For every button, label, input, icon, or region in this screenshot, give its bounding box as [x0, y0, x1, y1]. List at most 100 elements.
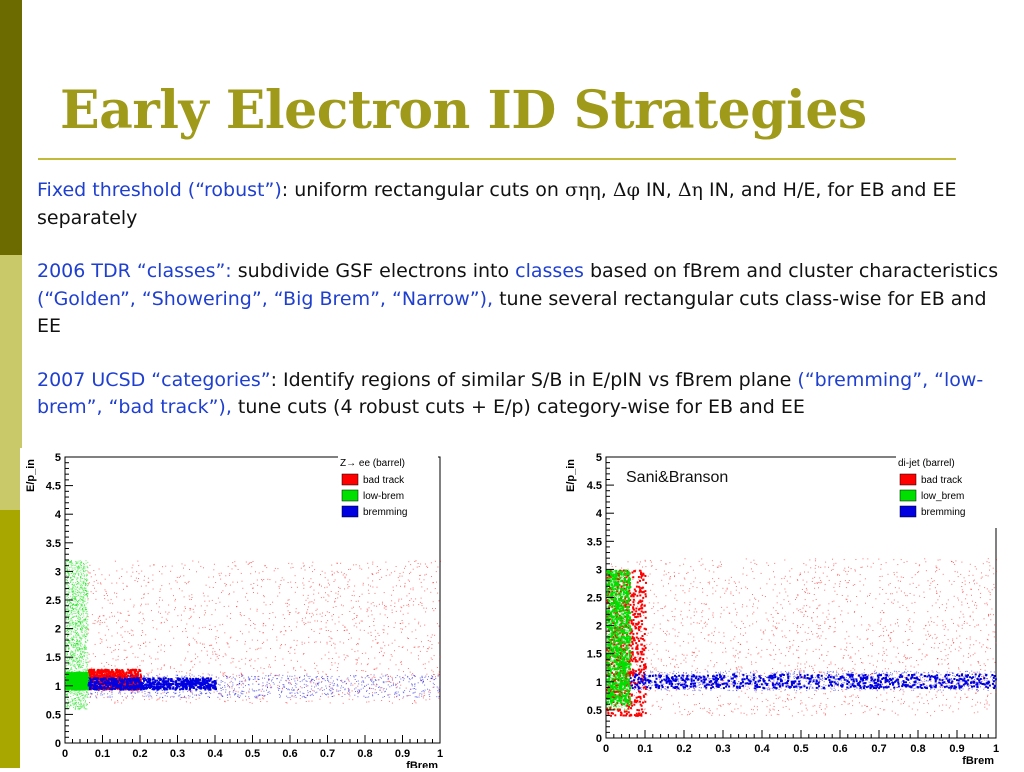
- data-point: [394, 639, 396, 641]
- data-point: [138, 573, 140, 575]
- data-point: [298, 612, 300, 614]
- data-point: [152, 579, 154, 581]
- data-point: [105, 689, 107, 691]
- data-point: [263, 698, 265, 700]
- data-point: [311, 629, 313, 631]
- data-point: [332, 691, 334, 693]
- data-point: [80, 701, 82, 703]
- data-point: [404, 567, 405, 569]
- data-point: [282, 614, 284, 616]
- data-point: [353, 613, 355, 614]
- data-point: [347, 581, 349, 583]
- data-point: [135, 577, 137, 579]
- data-point: [65, 666, 67, 668]
- data-point: [84, 598, 86, 600]
- data-point: [71, 691, 73, 693]
- data-point: [406, 604, 408, 606]
- data-point: [237, 601, 239, 603]
- data-point: [213, 563, 215, 565]
- data-point: [402, 697, 404, 699]
- data-point: [74, 692, 76, 694]
- data-point: [191, 597, 193, 598]
- data-point: [70, 680, 73, 683]
- data-point: [234, 561, 236, 563]
- data-point: [86, 631, 88, 633]
- data-point: [258, 689, 260, 691]
- data-point: [80, 577, 82, 579]
- data-point: [141, 570, 143, 572]
- data-point: [75, 587, 77, 589]
- data-point: [73, 652, 74, 654]
- data-point: [83, 697, 85, 699]
- data-point: [74, 704, 76, 706]
- data-point: [83, 592, 85, 594]
- data-point: [327, 676, 329, 678]
- data-point: [71, 701, 73, 703]
- data-point: [69, 601, 71, 603]
- data-point: [222, 672, 224, 674]
- data-point: [207, 673, 209, 675]
- data-point: [348, 680, 350, 682]
- data-point: [78, 660, 80, 662]
- data-point: [86, 615, 88, 617]
- data-point: [382, 655, 384, 657]
- data-point: [71, 584, 73, 586]
- data-point: [144, 699, 145, 701]
- data-point: [83, 679, 86, 682]
- data-point: [75, 622, 77, 624]
- data-point: [382, 629, 384, 631]
- data-point: [207, 690, 209, 692]
- data-point: [81, 706, 83, 708]
- data-point: [230, 662, 232, 664]
- data-point: [432, 671, 434, 673]
- data-point: [232, 682, 234, 684]
- data-point: [327, 620, 329, 622]
- data-point: [72, 590, 74, 592]
- data-point: [258, 695, 260, 696]
- data-point: [72, 660, 74, 662]
- data-point: [375, 679, 377, 681]
- data-point: [187, 651, 189, 653]
- data-point: [248, 696, 250, 698]
- data-point: [80, 561, 82, 563]
- data-point: [116, 632, 118, 634]
- data-point: [306, 674, 308, 676]
- data-point: [356, 662, 358, 664]
- data-point: [331, 692, 333, 694]
- data-point: [329, 683, 331, 685]
- data-point: [378, 635, 380, 636]
- data-point: [376, 586, 378, 588]
- data-point: [81, 587, 83, 589]
- data-point: [138, 668, 141, 671]
- data-point: [246, 592, 248, 594]
- data-point: [436, 623, 438, 625]
- categories-list: (“bremming”, “low-brem”, “bad track”),: [37, 368, 984, 419]
- data-point: [421, 675, 423, 677]
- data-point: [320, 688, 322, 690]
- data-point: [291, 586, 293, 588]
- paragraph-robust: Fixed threshold (“robust”): uniform rect…: [37, 177, 1007, 232]
- data-point: [159, 673, 161, 675]
- data-point: [208, 662, 210, 664]
- data-point: [162, 676, 164, 678]
- data-point: [203, 595, 205, 597]
- data-point: [147, 674, 149, 676]
- data-point: [95, 673, 98, 676]
- data-point: [409, 679, 411, 681]
- data-point: [83, 706, 85, 708]
- data-point: [241, 681, 243, 683]
- data-point: [78, 625, 80, 627]
- data-point: [84, 681, 87, 684]
- data-point: [80, 688, 83, 691]
- data-point: [278, 585, 280, 587]
- data-point: [86, 579, 88, 581]
- data-point: [330, 690, 332, 692]
- data-point: [71, 569, 73, 571]
- data-point: [328, 651, 330, 653]
- data-point: [286, 695, 288, 697]
- data-point: [309, 586, 311, 588]
- data-point: [366, 675, 368, 677]
- data-point: [77, 644, 79, 646]
- data-point: [384, 696, 385, 697]
- data-point: [192, 637, 194, 639]
